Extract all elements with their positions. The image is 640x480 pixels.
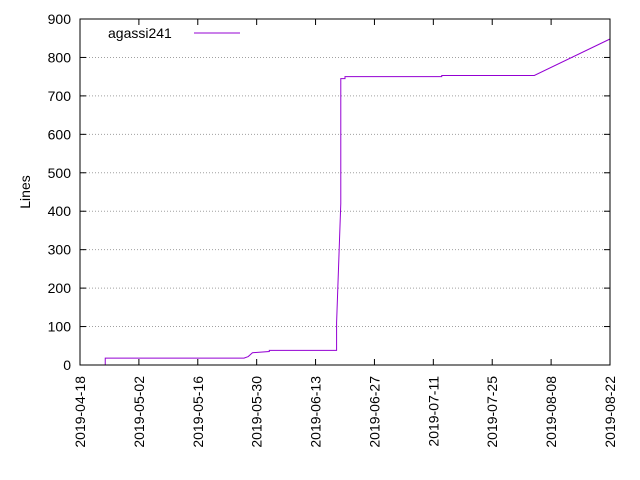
- y-tick-label: 300: [48, 242, 72, 258]
- x-tick-label: 2019-08-22: [602, 376, 618, 448]
- x-tick-label: 2019-05-16: [190, 376, 206, 448]
- grid-lines: [80, 56, 610, 328]
- y-tick-label: 600: [48, 126, 72, 142]
- y-tick-label: 0: [63, 357, 71, 373]
- series-line-0: [104, 38, 611, 365]
- x-tick-label: 2019-05-30: [249, 376, 265, 448]
- y-tick-label: 800: [48, 49, 72, 65]
- series-lines: [104, 38, 611, 365]
- x-tick-label: 2019-06-13: [308, 376, 324, 448]
- x-tick-label: 2019-07-25: [484, 376, 500, 448]
- y-axis-title: Lines: [17, 175, 33, 208]
- axis-tick-labels: 0 100 200 300 400 500 600 700 800 900 2019-04-18 20…: [48, 11, 618, 448]
- axis-ticks: [79, 18, 611, 366]
- x-tick-label: 2019-04-18: [72, 376, 88, 448]
- y-tick-label: 700: [48, 88, 72, 104]
- y-tick-label: 400: [48, 203, 72, 219]
- x-tick-label: 2019-07-11: [425, 376, 441, 447]
- x-tick-label: 2019-05-02: [131, 376, 147, 448]
- y-tick-label: 200: [48, 280, 72, 296]
- y-tick-label: 900: [48, 11, 72, 27]
- plot-frame: [79, 18, 611, 366]
- legend-label: agassi241: [108, 25, 172, 41]
- x-tick-label: 2019-08-08: [543, 376, 559, 448]
- x-tick-label: 2019-06-27: [366, 376, 382, 448]
- legend: agassi241: [108, 25, 240, 41]
- y-tick-label: 100: [48, 319, 72, 335]
- y-tick-label: 500: [48, 165, 72, 181]
